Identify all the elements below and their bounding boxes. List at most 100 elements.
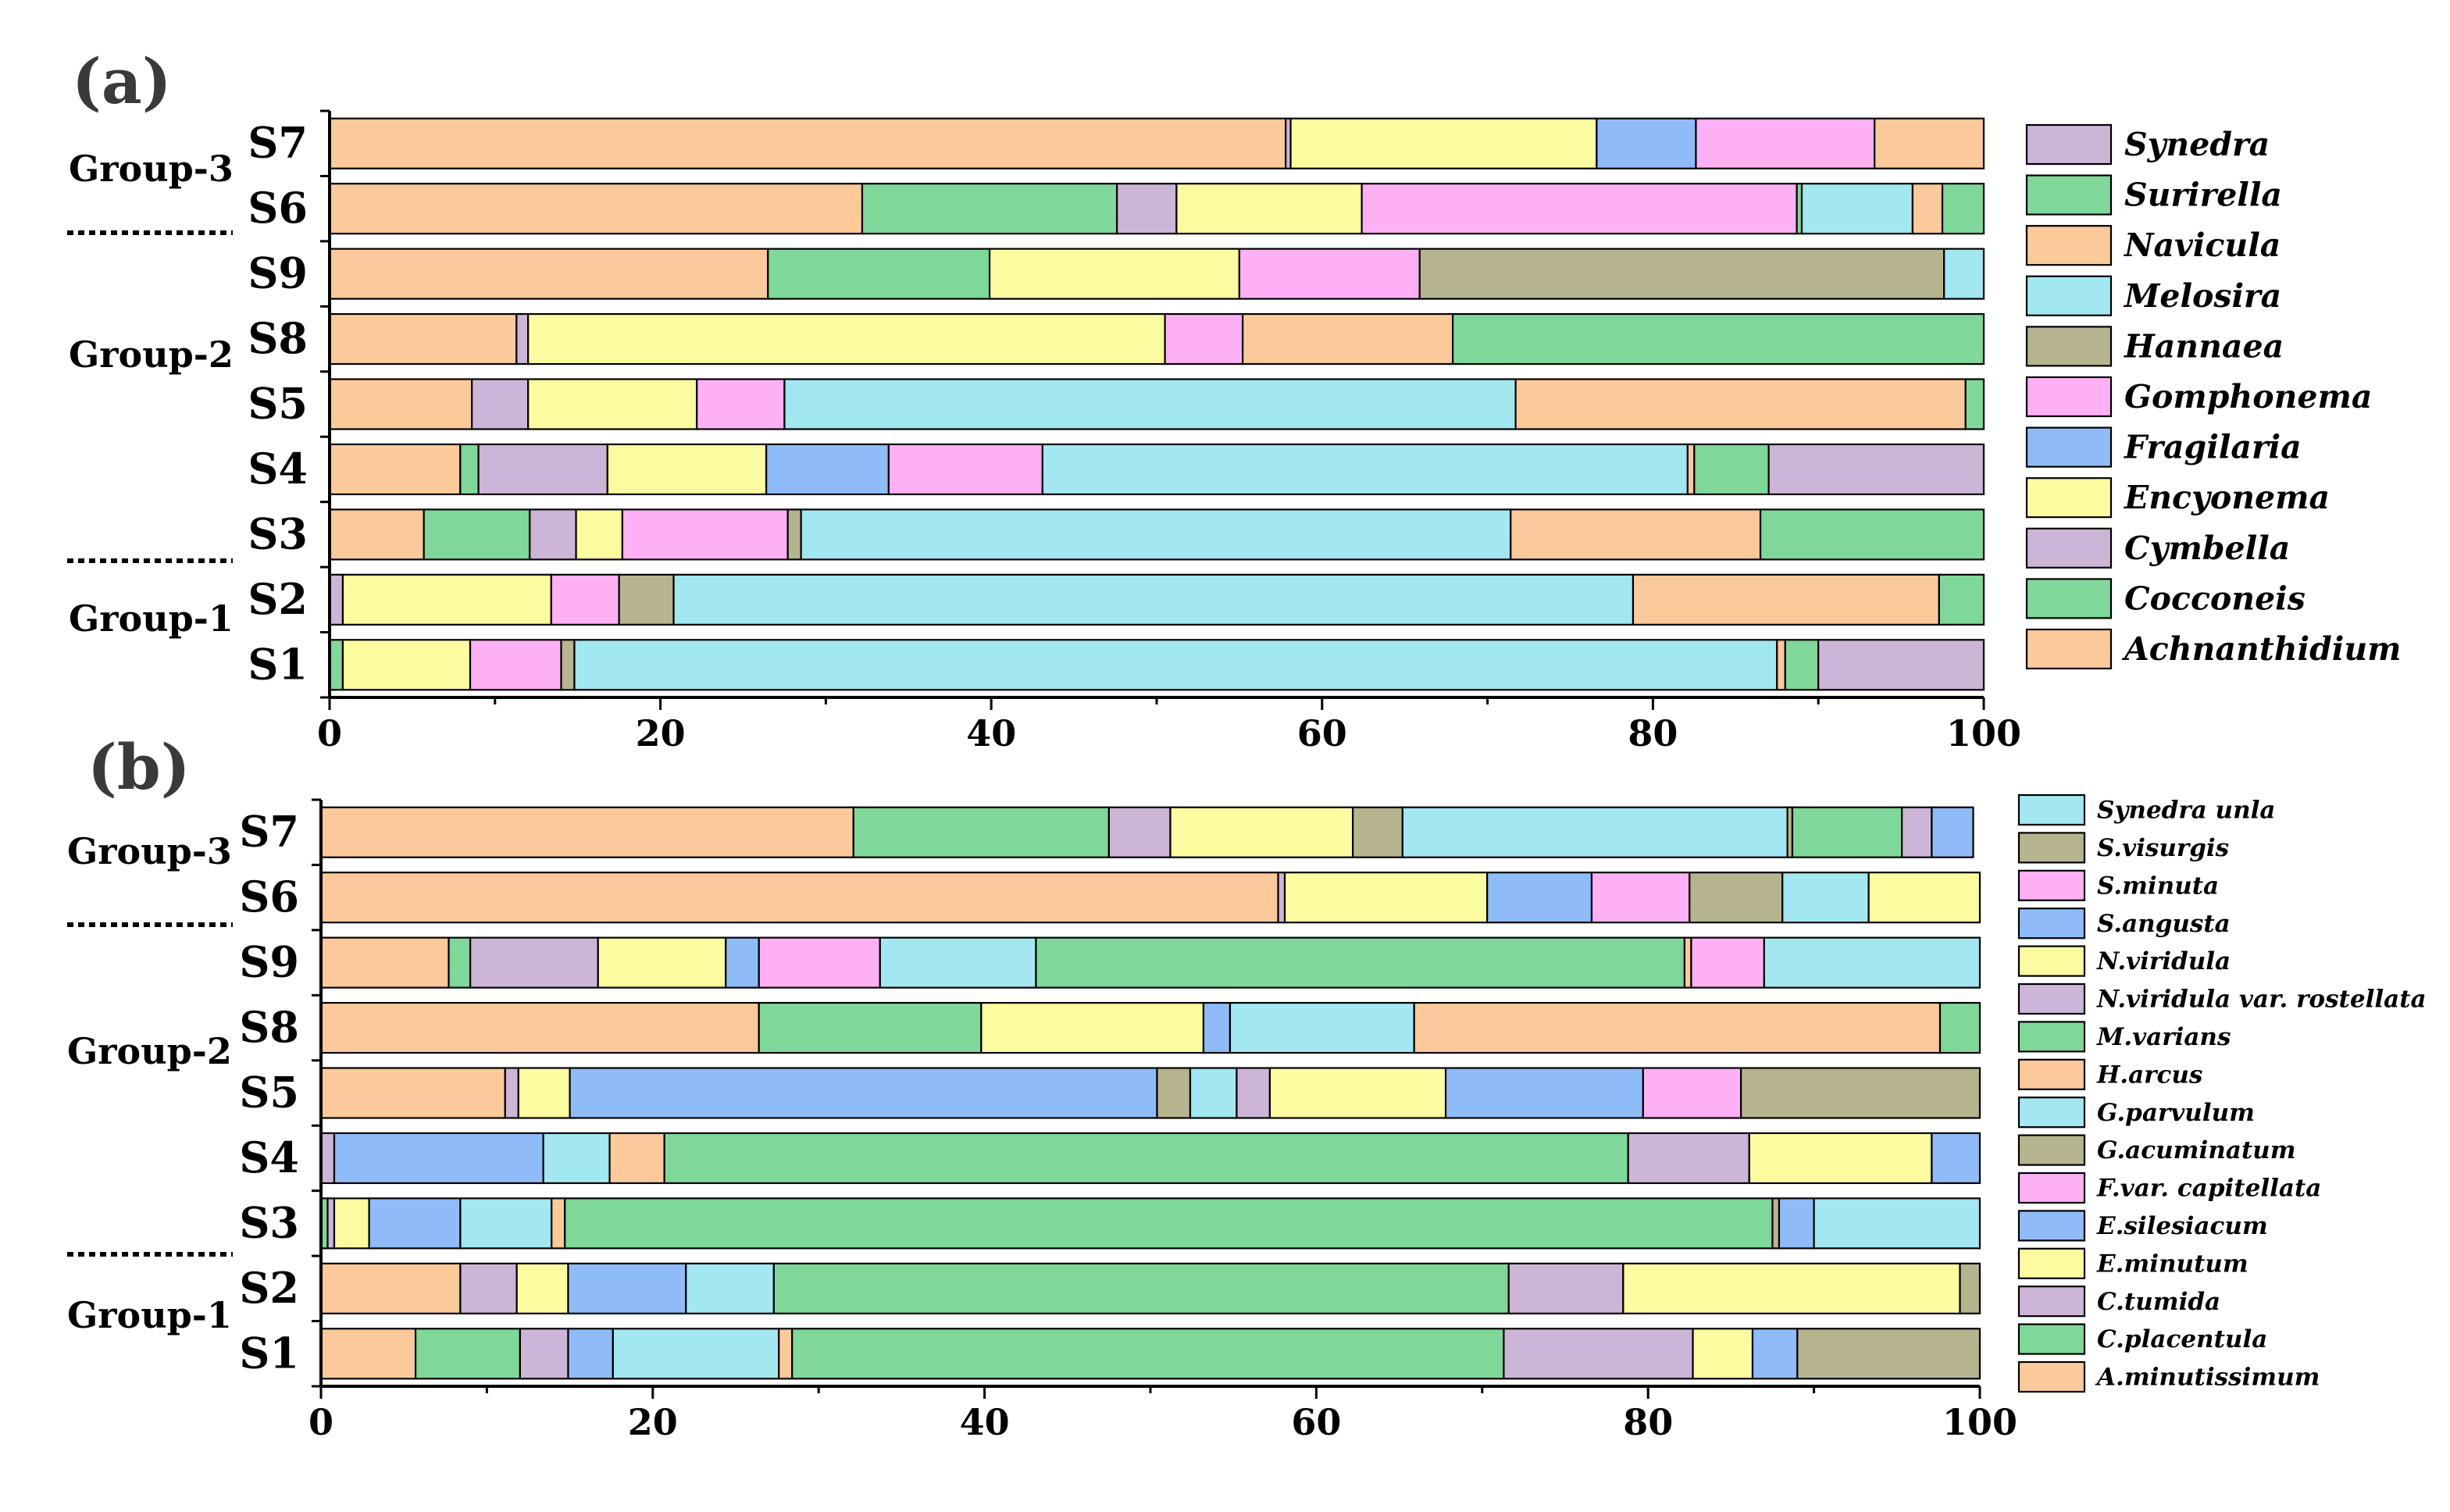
- legend-swatch-a-6: [2025, 426, 2113, 468]
- y-tick-label-b-s1: S1: [239, 1328, 299, 1378]
- bar-segment-a-s4-7: [1686, 443, 1696, 496]
- bar-segment-b-s9-2: [469, 936, 599, 989]
- bar-segment-b-s9-1: [448, 936, 472, 989]
- bar-segment-a-s1-5: [1776, 639, 1786, 691]
- bar-segment-b-s3-6: [564, 1197, 1774, 1250]
- legend-label-b-13: C.tumida: [2097, 1288, 2220, 1316]
- bar-segment-b-s3-9: [1813, 1197, 1981, 1250]
- bar-segment-a-s7-3: [1596, 117, 1697, 169]
- bar-segment-b-s1-7: [1503, 1328, 1694, 1380]
- y-tick-label-b-s6: S6: [239, 872, 299, 922]
- bar-segment-b-s2-2: [515, 1262, 569, 1314]
- bar-segment-b-s2-1: [459, 1262, 518, 1314]
- bar-segment-a-s9-0: [328, 248, 769, 300]
- bar-segment-b-s9-6: [879, 936, 1037, 989]
- bar-segment-b-s3-2: [333, 1197, 370, 1250]
- bar-segment-b-s7-8: [1901, 806, 1933, 858]
- bar-segment-a-s5-4: [783, 378, 1517, 430]
- bar-segment-a-s4-1: [459, 443, 480, 496]
- legend-label-b-4: N.viridula: [2096, 947, 2231, 975]
- x-tick-label-b-80: 80: [1623, 1401, 1673, 1443]
- legend-label-b-2: S.minuta: [2097, 872, 2219, 900]
- group-label-b-1: Group-3: [67, 830, 232, 872]
- bar-segment-b-s7-3: [1169, 806, 1354, 858]
- bar-segment-a-s3-7: [1510, 508, 1762, 561]
- y-tick-label-b-s2: S2: [239, 1263, 299, 1313]
- legend-label-a-1: Surirella: [2124, 177, 2282, 214]
- legend-label-a-6: Fragilaria: [2124, 429, 2302, 466]
- bar-segment-b-s5-5: [1189, 1067, 1238, 1119]
- bar-segment-a-s6-6: [1800, 183, 1914, 235]
- bar-segment-a-s8-3: [1164, 312, 1244, 366]
- bar-segment-a-s4-9: [1767, 443, 1985, 496]
- bar-segment-b-s5-7: [1268, 1067, 1447, 1119]
- bar-segment-a-s6-2: [1116, 183, 1178, 235]
- legend-swatch-b-11: [2017, 1210, 2086, 1242]
- bar-segment-a-s4-8: [1693, 443, 1770, 496]
- y-tick-label-b-s8: S8: [239, 1002, 299, 1052]
- bar-segment-b-s8-6: [1938, 1001, 1981, 1054]
- legend-label-b-7: H.arcus: [2096, 1061, 2202, 1089]
- bar-segment-a-s3-0: [328, 508, 425, 561]
- legend-label-b-11: E.silesiacum: [2096, 1212, 2268, 1240]
- legend-label-a-0: Synedra: [2124, 126, 2270, 163]
- bar-segment-b-s7-9: [1931, 806, 1974, 858]
- bar-segment-b-s7-2: [1107, 806, 1172, 858]
- legend-swatch-b-5: [2017, 982, 2086, 1015]
- panel-b-title: (b): [87, 730, 191, 804]
- legend-swatch-b-10: [2017, 1171, 2086, 1204]
- legend-swatch-a-9: [2025, 578, 2113, 619]
- x-tick-label-a-100: 100: [1946, 712, 2021, 754]
- panel-b: (b) S7 S6 S9 S8 S5 S4 S3 S2 S10 20 40 60 80 100 Group-…: [67, 730, 2427, 1443]
- bar-segment-b-s8-5: [1413, 1001, 1942, 1054]
- bar-segment-a-s3-8: [1759, 508, 1985, 561]
- bar-segment-b-s1-5: [778, 1328, 793, 1380]
- x-tick-label-a-60: 60: [1297, 712, 1347, 754]
- legend-label-a-7: Encyonema: [2124, 479, 2330, 516]
- bar-segment-a-s5-1: [471, 378, 530, 430]
- x-tick-label-b-20: 20: [628, 1401, 678, 1443]
- legend-label-a-4: Hannaea: [2124, 327, 2284, 365]
- bar-segment-a-s1-2: [469, 639, 562, 691]
- legend-swatch-a-2: [2025, 225, 2113, 266]
- bar-segment-a-s4-6: [1041, 443, 1689, 496]
- bar-segment-b-s2-8: [1959, 1262, 1981, 1314]
- x-tick-label-a-20: 20: [636, 712, 686, 754]
- bar-segment-b-s5-8: [1444, 1067, 1644, 1119]
- bar-segment-b-s2-0: [319, 1262, 462, 1314]
- legend-swatch-b-2: [2017, 869, 2086, 901]
- bar-segment-b-s5-10: [1740, 1067, 1981, 1119]
- bar-segment-b-s7-4: [1352, 806, 1403, 858]
- bar-segment-a-s4-4: [765, 443, 890, 496]
- legend-label-a-10: Achnanthidium: [2121, 630, 2402, 668]
- bar-segment-b-s6-5: [1689, 872, 1784, 924]
- y-tick-label-a-s3: S3: [248, 508, 308, 558]
- bar-segment-a-s3-6: [800, 508, 1512, 561]
- bar-segment-b-s3-8: [1778, 1197, 1815, 1250]
- legend-swatch-b-0: [2017, 793, 2086, 826]
- bar-segment-a-s8-4: [1242, 312, 1454, 366]
- legend-swatch-a-5: [2025, 376, 2113, 418]
- bar-segment-a-s3-3: [575, 508, 623, 561]
- legend-label-b-6: M.varians: [2096, 1023, 2231, 1051]
- bar-segment-b-s4-0: [319, 1132, 336, 1185]
- bar-segment-b-s2-5: [772, 1262, 1510, 1314]
- legend-label-b-3: S.angusta: [2097, 910, 2231, 938]
- bar-segment-a-s2-0: [328, 573, 344, 626]
- bar-segment-b-s1-4: [612, 1328, 780, 1380]
- y-tick-label-a-s7: S7: [248, 118, 308, 168]
- y-tick-label-a-s4: S4: [248, 444, 308, 494]
- bar-segment-a-s8-1: [515, 312, 530, 366]
- legend-label-b-1: S.visurgis: [2097, 834, 2229, 862]
- bar-segment-b-s5-6: [1236, 1067, 1271, 1119]
- bar-segment-b-s1-8: [1692, 1328, 1754, 1380]
- legend-swatch-b-12: [2017, 1247, 2086, 1279]
- bar-segment-b-s2-7: [1622, 1262, 1961, 1314]
- bar-segment-a-s9-1: [767, 248, 991, 300]
- y-tick-label-b-s5: S5: [239, 1068, 299, 1118]
- bar-segment-b-s1-6: [791, 1328, 1505, 1380]
- bar-segment-b-s4-6: [1748, 1132, 1933, 1185]
- bar-segment-b-s3-4: [459, 1197, 553, 1250]
- group-label-b-3: Group-1: [67, 1294, 232, 1336]
- bar-segment-b-s6-1: [1277, 872, 1286, 924]
